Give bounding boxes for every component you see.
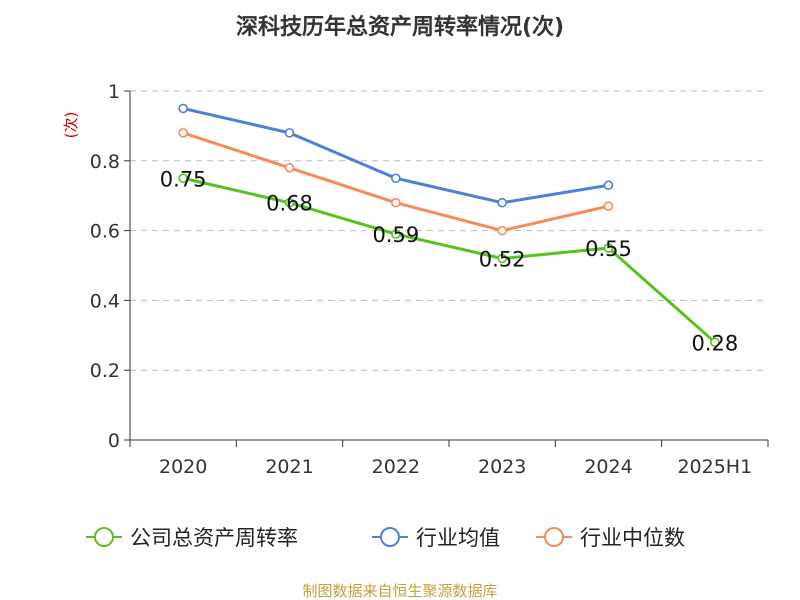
data-point [391,197,401,208]
data-point [284,162,295,173]
source-note: 制图数据来自恒生聚源数据库 [302,582,497,600]
x-tick-label: 2021 [265,456,313,478]
series-group: 0.75 0.68 0.59 0.52 0.55 0.28 [160,103,738,355]
y-axis-label: (次) [62,112,80,139]
y-tick-label: 0.2 [90,360,120,382]
series-2 [178,128,614,236]
legend-label: 行业中位数 [580,526,685,550]
data-point [497,225,507,236]
legend-item: 公司总资产周转率 [86,526,298,550]
x-tick-label: 2020 [159,456,207,478]
legend: 公司总资产周转率 行业均值 行业中位数 [86,526,685,550]
data-point [178,173,188,184]
x-tick-label: 2024 [584,456,632,478]
data-label: 0.55 [585,237,632,261]
legend-label: 公司总资产周转率 [130,526,298,550]
y-tick-label: 0.6 [90,221,120,243]
legend-swatch-marker [544,527,564,547]
data-point [710,337,720,348]
x-tick-label: 2023 [478,456,526,478]
data-point [497,197,507,208]
y-tick-label: 0 [108,430,120,452]
data-label: 0.52 [479,248,526,272]
y-tick-label: 0.8 [90,151,120,173]
series-1 [178,103,614,208]
grid [130,90,768,371]
data-point [178,103,188,114]
axes: 0 0.2 0.4 0.6 0.8 1 2020 2021 2022 2023 2024 2025H1 [90,81,769,478]
data-point [603,201,614,211]
series-line [182,176,716,344]
data-point [391,173,401,184]
legend-item: 行业中位数 [536,526,685,550]
legend-item: 行业均值 [372,526,500,550]
data-point [603,180,614,191]
data-point [284,128,295,138]
data-point [603,243,614,253]
series-line [182,106,609,205]
legend-swatch-marker [94,527,114,547]
data-point [391,229,401,239]
data-point [284,197,295,208]
legend-swatch-marker [380,527,400,547]
data-point [178,128,188,138]
x-tick-label: 2025H1 [677,456,752,478]
y-tick-label: 1 [108,81,120,103]
y-tick-label: 0.4 [90,290,120,312]
x-tick-label: 2022 [372,456,420,478]
series-0: 0.75 0.68 0.59 0.52 0.55 0.28 [160,167,738,355]
legend-label: 行业均值 [416,526,500,550]
data-point [497,253,507,264]
data-label: 0.59 [372,223,419,247]
chart-title: 深科技历年总资产周转率情况(次) [236,14,564,40]
data-label: 0.75 [160,167,207,191]
data-label: 0.28 [691,331,738,355]
data-label: 0.68 [266,192,313,216]
